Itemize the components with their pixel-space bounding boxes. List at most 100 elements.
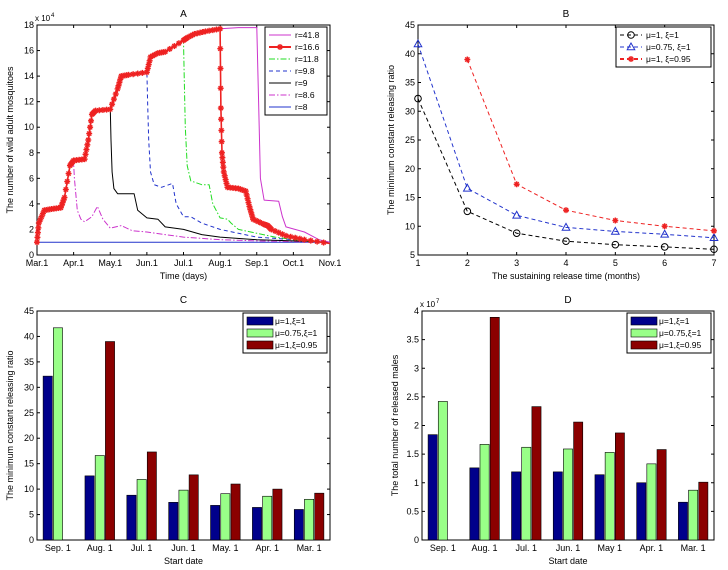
x-tick-label: Apr. 1 (255, 543, 279, 553)
legend-swatch (246, 328, 274, 338)
x-tick-label: Jul. 1 (516, 543, 538, 553)
data-point (86, 130, 93, 137)
series-line (417, 43, 715, 239)
marker-stroke (221, 169, 227, 175)
y-tick-label: 12 (24, 97, 34, 107)
marker-stroke (220, 159, 226, 165)
data-point (283, 232, 290, 239)
marker-stroke (130, 71, 136, 77)
legend-label: μ=1,ξ=0.95 (659, 340, 702, 350)
data-point (711, 227, 717, 234)
y-tick-label: 40 (24, 331, 34, 341)
marker-stroke (277, 44, 283, 50)
data-point (125, 71, 132, 78)
legend-item: μ=1, ξ=0.95 (620, 54, 691, 64)
marker-stroke (103, 107, 110, 113)
bar (230, 483, 241, 541)
bar (42, 375, 53, 541)
data-point (562, 237, 570, 245)
bar (94, 455, 105, 541)
y-axis-label: The minimum constant releasing ratio (386, 65, 396, 215)
x-tick-label: May.1 (98, 258, 122, 268)
y-tick-label: 3 (414, 363, 419, 373)
data-point (660, 243, 669, 251)
x-tick-label: Apr.1 (63, 258, 84, 268)
series-0 (414, 94, 718, 254)
legend-item: r=41.8 (269, 30, 320, 40)
data-point (710, 245, 718, 254)
legend-label: μ=1,ξ=0.95 (275, 340, 318, 350)
marker-stroke (88, 118, 94, 124)
bar (615, 432, 625, 541)
x-tick-label: 2 (465, 258, 470, 268)
y-tick-label: 25 (405, 135, 415, 145)
bar (220, 493, 231, 541)
data-point (171, 43, 178, 50)
marker-stroke (34, 234, 41, 241)
legend-item: r=9.8 (269, 66, 315, 76)
data-point (464, 56, 471, 63)
bar (469, 467, 480, 541)
y-multiplier-exponent: 4 (51, 13, 55, 19)
marker-stroke (86, 131, 92, 137)
legend: μ=1,ξ=1 μ=0.75,ξ=1 μ=1,ξ=0.95 (242, 312, 328, 354)
legend-label: μ=0.75, ξ=1 (646, 42, 691, 52)
data-point (709, 232, 719, 242)
x-axis-label: Start date (164, 556, 203, 566)
bar (531, 406, 542, 541)
data-point (314, 238, 321, 245)
x-tick-label: Jun. 1 (171, 543, 196, 553)
x-tick-label: 6 (662, 258, 667, 268)
panel-c: C Start date The minimum constant releasin… (5, 295, 331, 566)
y-tick-label: 10 (24, 122, 34, 132)
bar (594, 474, 605, 541)
marker-stroke (662, 223, 668, 229)
data-point (206, 27, 213, 34)
marker-stroke (87, 124, 93, 130)
marker-stroke (297, 236, 303, 242)
y-tick-label: 20 (24, 433, 34, 443)
data-point (414, 94, 422, 103)
marker-stroke (222, 173, 228, 179)
y-tick-label: 5 (410, 250, 415, 260)
marker-stroke (109, 101, 115, 107)
marker-stroke (320, 239, 327, 246)
bar (146, 451, 157, 541)
marker-stroke (292, 235, 298, 241)
data-point (217, 25, 224, 32)
marker-stroke (34, 239, 40, 245)
marker-stroke (244, 196, 251, 202)
y-tick-label: 0 (29, 250, 34, 260)
legend-marker (627, 31, 635, 39)
legend: μ=1, ξ=1 μ=0.75, ξ=1 μ=1, ξ=0.95 (615, 26, 712, 68)
bar (84, 475, 95, 541)
legend-marker (628, 56, 634, 62)
bar (262, 495, 273, 541)
data-point (413, 38, 423, 48)
marker-stroke (171, 43, 177, 49)
x-tick-label: Aug. 1 (472, 543, 498, 553)
marker-stroke (82, 151, 89, 157)
legend-label: μ=0.75,ξ=1 (659, 328, 702, 338)
data-point (34, 239, 40, 246)
legend-item: r=16.6 (269, 42, 320, 52)
legend-label: r=16.6 (295, 42, 320, 52)
legend-marker (626, 41, 636, 51)
legend: r=41.8 r=16.6 r=11.8 r=9.8 r=9 r=8.6 r=8 (264, 26, 328, 116)
marker-stroke (223, 177, 229, 183)
x-tick-label: 5 (613, 258, 618, 268)
y-tick-label: 20 (405, 164, 415, 174)
x-tick-label: Mar. 1 (681, 543, 706, 553)
series-1 (34, 25, 331, 246)
x-tick-label: Jul. 1 (131, 543, 153, 553)
panel-d: D Start date The total number of released … (390, 295, 715, 566)
x-tick-label: 4 (563, 258, 568, 268)
data-point (307, 237, 314, 244)
bar (136, 479, 147, 541)
x-tick-label: Jul.1 (174, 258, 193, 268)
data-point (661, 223, 668, 230)
x-tick-label: Mar. 1 (297, 543, 322, 553)
chart-title: C (180, 295, 187, 306)
marker-stroke (206, 28, 212, 34)
data-point (88, 117, 95, 124)
